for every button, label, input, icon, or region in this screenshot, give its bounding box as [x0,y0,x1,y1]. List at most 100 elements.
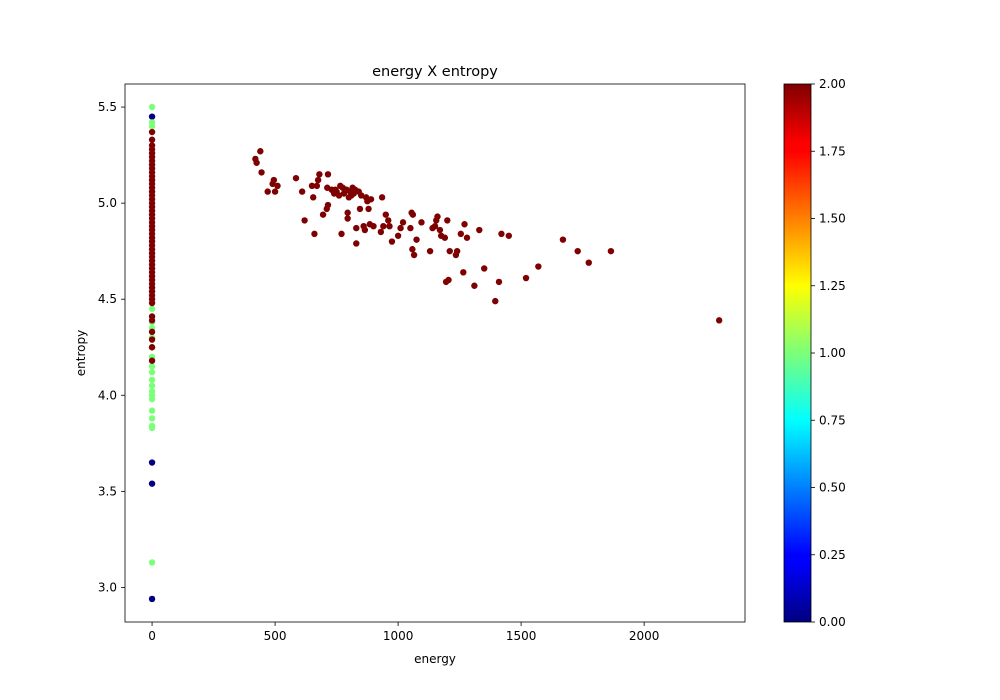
data-point [431,222,439,230]
data-point [386,222,393,230]
data-point [453,247,461,255]
data-point [148,299,156,307]
data-point [253,159,260,166]
y-axis-label: entropy [74,330,88,376]
data-point [257,148,264,155]
colorbar-tick-label: 0.25 [819,548,846,562]
data-point [378,194,386,201]
colorbar-tick-label: 1.00 [819,346,846,360]
data-point [461,221,468,228]
data-point [314,176,322,184]
data-point [148,595,156,603]
data-point [399,219,407,226]
data-point [308,182,316,190]
y-tick-label: 3.5 [98,484,117,498]
data-point [607,247,615,255]
x-tick-label: 500 [264,629,287,643]
data-point [335,192,343,199]
data-point [410,251,418,259]
data-point [148,407,156,414]
data-point [148,344,156,351]
data-point [436,226,444,234]
data-point [324,201,332,209]
data-point [148,415,156,422]
data-point [397,224,404,232]
plot-frame [124,83,746,623]
x-tick-label: 1000 [383,629,414,643]
data-point [377,228,385,236]
scatter-points [148,103,723,603]
y-tick-label: 5.5 [98,100,117,114]
data-point [344,209,351,216]
data-point [311,230,318,238]
data-point [476,226,483,234]
data-point [292,174,300,182]
data-point [385,217,392,224]
data-point [148,123,156,130]
data-point [460,269,467,276]
data-point [495,278,503,286]
data-point [394,232,402,239]
data-point [356,205,364,213]
y-axis-ticks: 3.0 3.5 4.0 4.5 5.0 5.5 [98,100,125,594]
data-point [258,169,265,176]
data-point [434,213,441,220]
data-point [148,459,156,466]
x-tick-label: 2000 [629,629,660,643]
data-point [310,194,317,201]
colorbar-ticks: 0.00 0.25 0.50 0.75 1.00 1.25 1.50 1.75 2.00 [811,77,846,629]
data-point [353,224,360,232]
colorbar-tick-label: 0.75 [819,413,846,427]
data-point [463,234,471,241]
data-point [444,217,451,224]
data-point [559,236,567,243]
data-point [271,188,279,195]
data-point [574,247,581,255]
chart-title: energy X entropy [372,64,498,80]
data-point [505,232,513,239]
colorbar [783,83,812,623]
data-point [148,113,156,120]
data-point [367,196,375,203]
colorbar-tick-label: 0.50 [819,481,846,495]
data-point [382,211,389,218]
y-tick-label: 4.0 [98,388,117,402]
data-point [353,240,360,247]
plot-area [125,84,745,622]
data-point [426,247,434,255]
data-point [492,297,499,305]
data-point [301,217,308,224]
y-tick-label: 3.0 [98,580,117,594]
data-point [148,328,156,336]
data-point [148,336,156,343]
colorbar-tick-label: 1.25 [819,279,846,293]
data-point [357,192,365,199]
data-point [370,222,377,230]
data-point [148,128,156,136]
data-point [361,226,369,234]
colorbar-tick-label: 1.75 [819,144,846,158]
data-point [264,188,271,195]
data-point [445,276,452,284]
data-point [148,382,156,389]
data-point [522,274,530,282]
data-point [319,211,327,218]
data-point [298,188,306,195]
data-point [481,265,488,272]
data-point [457,230,465,238]
data-point [148,305,156,313]
data-point [148,317,156,324]
data-point [344,215,351,222]
data-point [148,363,156,370]
data-point [316,171,323,178]
data-point [409,211,417,218]
data-point [388,238,396,245]
data-point [148,136,156,143]
data-point [270,176,278,184]
colorbar-tick-label: 2.00 [819,77,846,91]
data-point [148,395,156,403]
data-point [274,182,281,190]
data-point [313,182,321,190]
x-tick-label: 1500 [506,629,537,643]
